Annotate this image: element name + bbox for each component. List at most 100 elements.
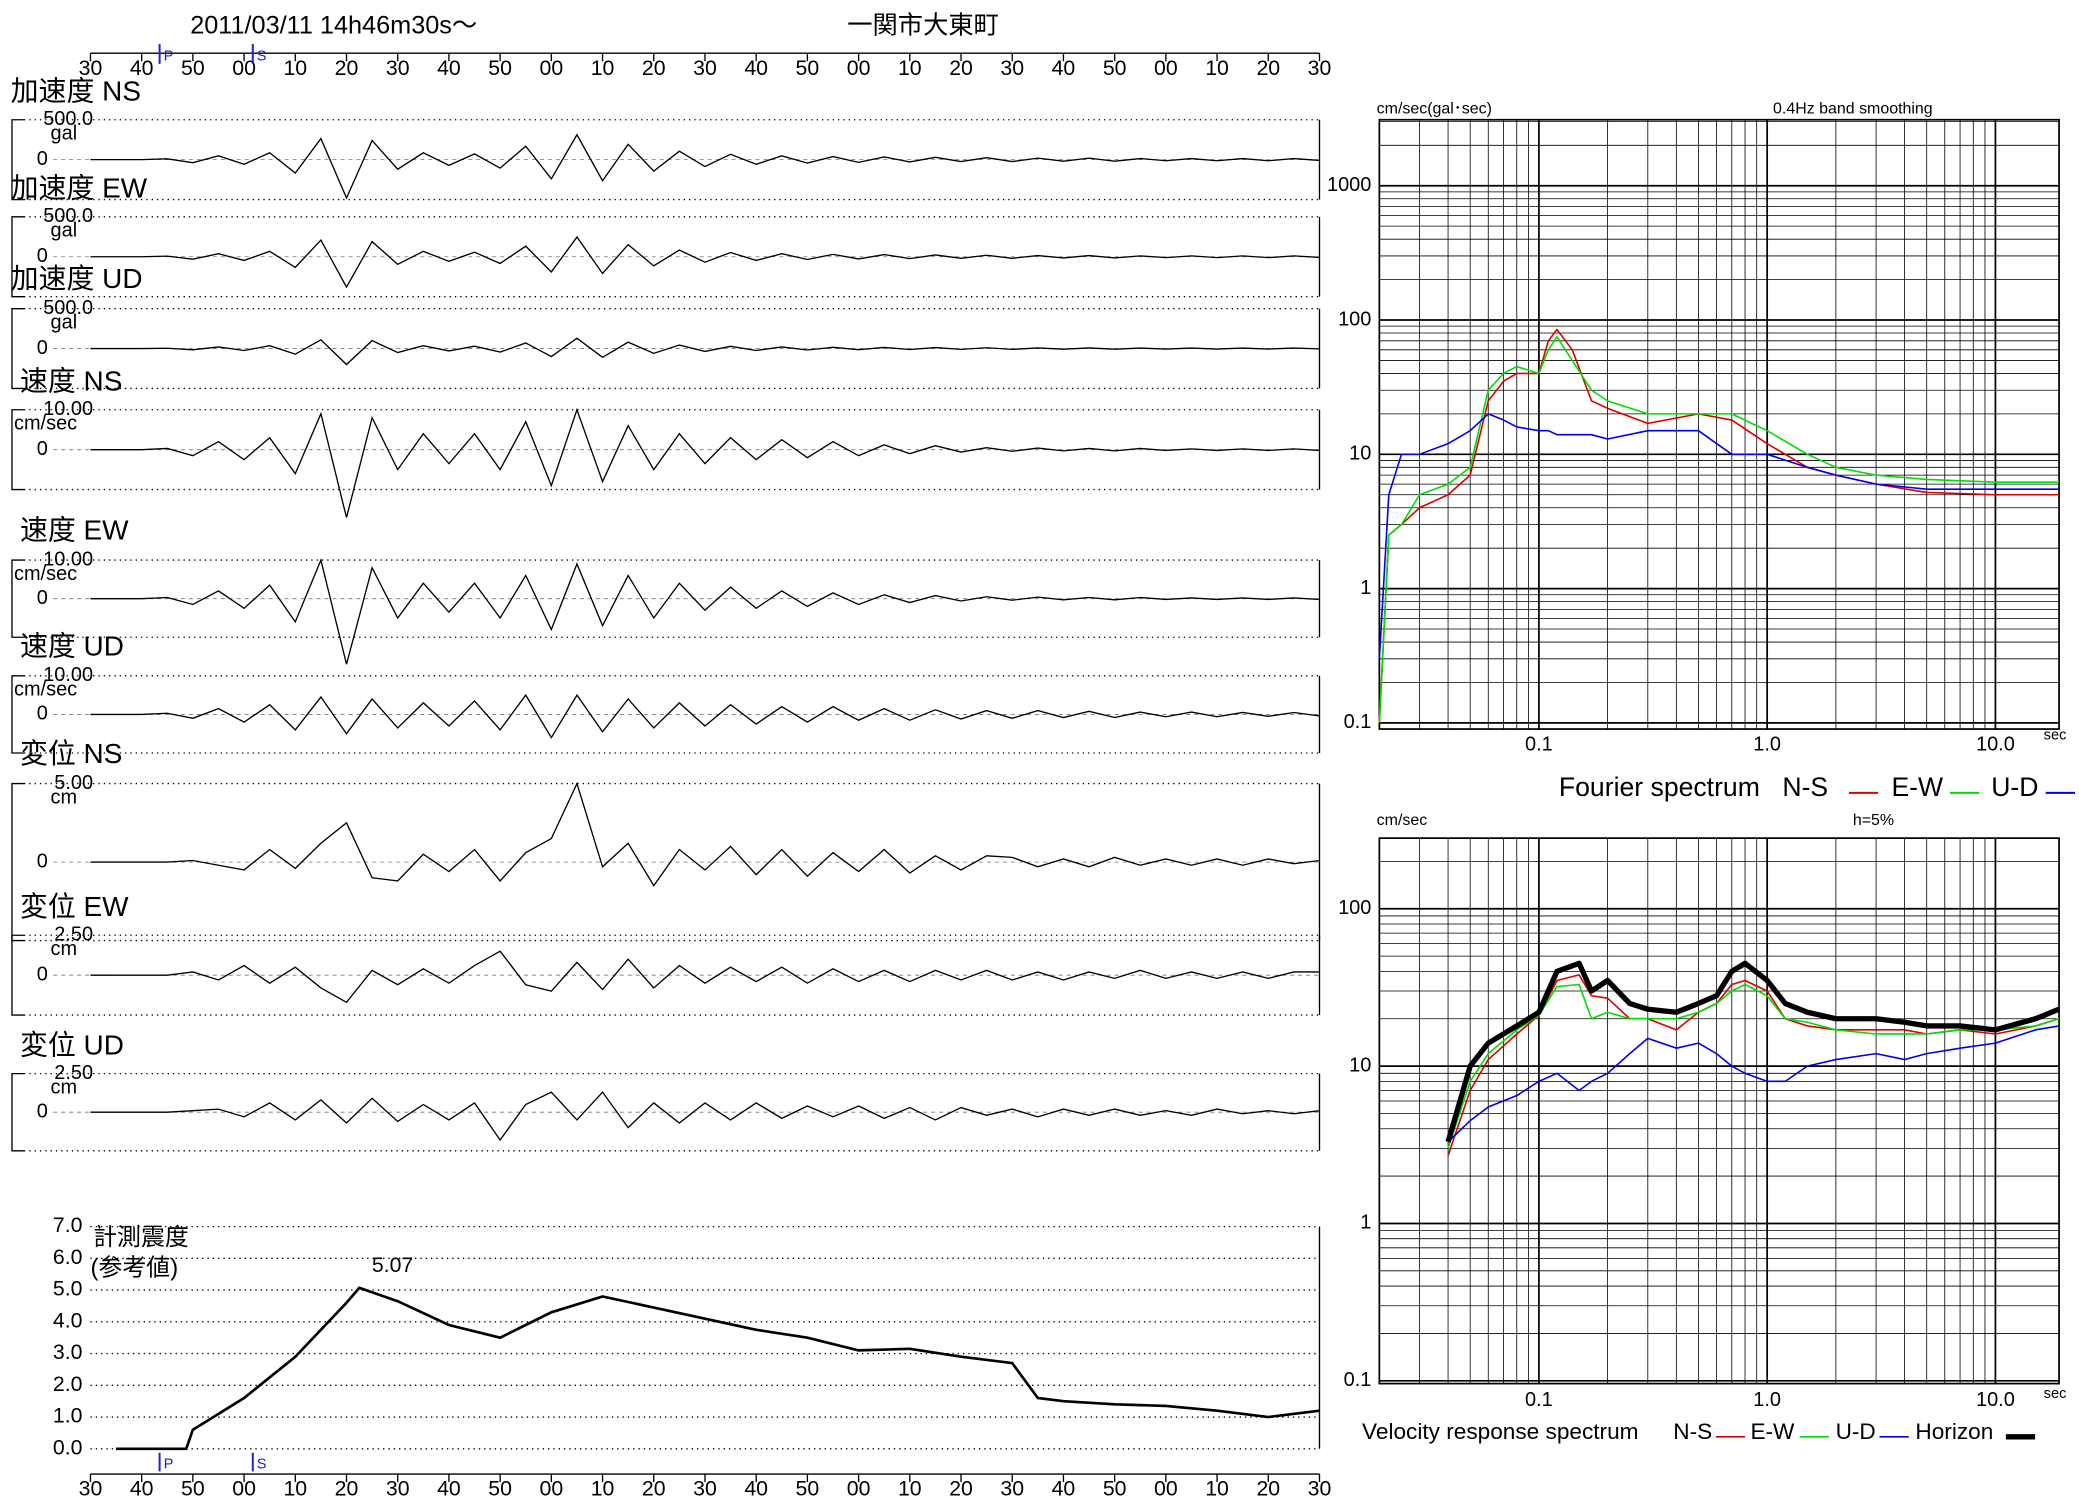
y-tick-label: 2.50 [54, 924, 93, 946]
x-tick-label: 50 [1103, 56, 1127, 80]
phase-label: P [164, 48, 174, 64]
y-tick-label: 10 [1349, 1054, 1371, 1076]
y-axis-label: cm/sec(gal･sec) [1377, 100, 1492, 117]
unit-label: cm/sec [14, 679, 77, 701]
spectrum-line [1447, 983, 2060, 1149]
x-tick-label: 50 [1103, 1477, 1127, 1501]
trace-label: 速度 EW [20, 515, 129, 546]
chart-subtitle: 一関市大東町 [847, 11, 999, 39]
trace-bracket [11, 307, 24, 390]
waveform [90, 693, 1320, 739]
x-tick-label: 10 [591, 56, 615, 80]
y-tick-label: 0.1 [1344, 711, 1372, 733]
trace-label: 速度 NS [20, 366, 122, 397]
unit-label: gal [51, 123, 78, 145]
y-tick-label: 1000 [1327, 174, 1371, 196]
x-tick-label: 0.1 [1525, 733, 1553, 755]
x-tick-label: 20 [1256, 1477, 1280, 1501]
y-tick-label: 500.0 [43, 205, 93, 227]
unit-label: cm [51, 1077, 78, 1099]
chart-title: 計測震度 [93, 1224, 189, 1251]
spectrum-line [1447, 1025, 2060, 1143]
legend-label: E-W [1891, 772, 1944, 802]
x-tick-label: 00 [540, 1477, 564, 1501]
x-tick-label: 40 [1052, 56, 1076, 80]
y-tick-label: 500.0 [43, 108, 93, 130]
x-tick-label: 10.0 [1976, 1389, 2015, 1411]
y-tick-label: 7.0 [53, 1213, 83, 1237]
y-tick-label: 5.0 [53, 1277, 83, 1301]
legend-label: U-D [1991, 772, 2038, 802]
waveform [90, 557, 1320, 665]
x-tick-label: 40 [1052, 1477, 1076, 1501]
y-tick-label: 0 [37, 148, 48, 170]
x-axis-label: sec [2044, 1386, 2067, 1402]
legend-title: Fourier spectrum [1559, 772, 1760, 802]
x-tick-label: 10 [898, 56, 922, 80]
x-tick-label: 00 [847, 56, 871, 80]
x-tick-label: 30 [386, 56, 410, 80]
phase-label: P [164, 1457, 174, 1473]
x-tick-label: 00 [232, 1477, 256, 1501]
x-tick-label: 20 [949, 56, 973, 80]
trace-label: 加速度 NS [11, 76, 141, 107]
legend-label: Horizon [1915, 1419, 1993, 1444]
x-tick-label: 10.0 [1976, 733, 2015, 755]
y-tick-label: 0 [37, 850, 48, 872]
x-tick-label: 00 [232, 56, 256, 80]
x-tick-label: 40 [437, 1477, 461, 1501]
y-tick-label: 2.50 [54, 1062, 93, 1084]
waveform [90, 337, 1320, 366]
plot-frame [1378, 118, 2060, 730]
x-tick-label: 30 [1308, 1477, 1332, 1501]
y-tick-label: 0 [37, 963, 48, 985]
x-tick-label: 0.1 [1525, 1389, 1553, 1411]
y-tick-label: 0 [37, 1100, 48, 1122]
x-tick-label: 00 [1154, 56, 1178, 80]
y-tick-label: 0 [37, 337, 48, 359]
x-tick-label: 50 [488, 56, 512, 80]
x-tick-label: 20 [335, 56, 359, 80]
x-tick-label: 30 [79, 1477, 103, 1501]
unit-label: cm/sec [14, 563, 77, 585]
y-tick-label: 0 [37, 245, 48, 267]
x-tick-label: 1.0 [1753, 733, 1781, 755]
x-tick-label: 40 [437, 56, 461, 80]
unit-label: cm/sec [14, 413, 77, 435]
x-tick-label: 10 [1205, 56, 1229, 80]
legend-label: N-S [1673, 1419, 1712, 1444]
waveform [90, 235, 1320, 289]
x-tick-label: 50 [181, 56, 205, 80]
x-tick-label: 1.0 [1753, 1389, 1781, 1411]
x-tick-label: 20 [642, 56, 666, 80]
y-tick-label: 0 [37, 587, 48, 609]
x-tick-label: 20 [1256, 56, 1280, 80]
x-tick-label: 50 [796, 1477, 820, 1501]
x-tick-label: 30 [1000, 1477, 1024, 1501]
spectrum-line [1378, 413, 2060, 659]
trace-label: 変位 NS [20, 738, 122, 769]
x-tick-label: 20 [642, 1477, 666, 1501]
x-axis-label: sec [2044, 728, 2067, 744]
x-tick-label: 30 [386, 1477, 410, 1501]
x-tick-label: 30 [693, 56, 717, 80]
trace-label: 速度 UD [20, 630, 124, 661]
x-tick-label: 10 [283, 56, 307, 80]
y-tick-label: 1 [1360, 577, 1371, 599]
trace-bracket [11, 782, 24, 942]
x-tick-label: 30 [693, 1477, 717, 1501]
waveform [90, 407, 1320, 518]
waveform [90, 133, 1320, 200]
legend-label: N-S [1782, 772, 1828, 802]
x-tick-label: 10 [283, 1477, 307, 1501]
x-tick-label: 10 [898, 1477, 922, 1501]
x-tick-label: 00 [540, 56, 564, 80]
y-tick-label: 500.0 [43, 297, 93, 319]
phase-label: S [257, 48, 267, 64]
chart-subtitle: (参考値) [90, 1255, 178, 1282]
y-tick-label: 2.0 [53, 1372, 83, 1396]
trace-bracket [11, 216, 24, 298]
x-tick-label: 30 [1000, 56, 1024, 80]
